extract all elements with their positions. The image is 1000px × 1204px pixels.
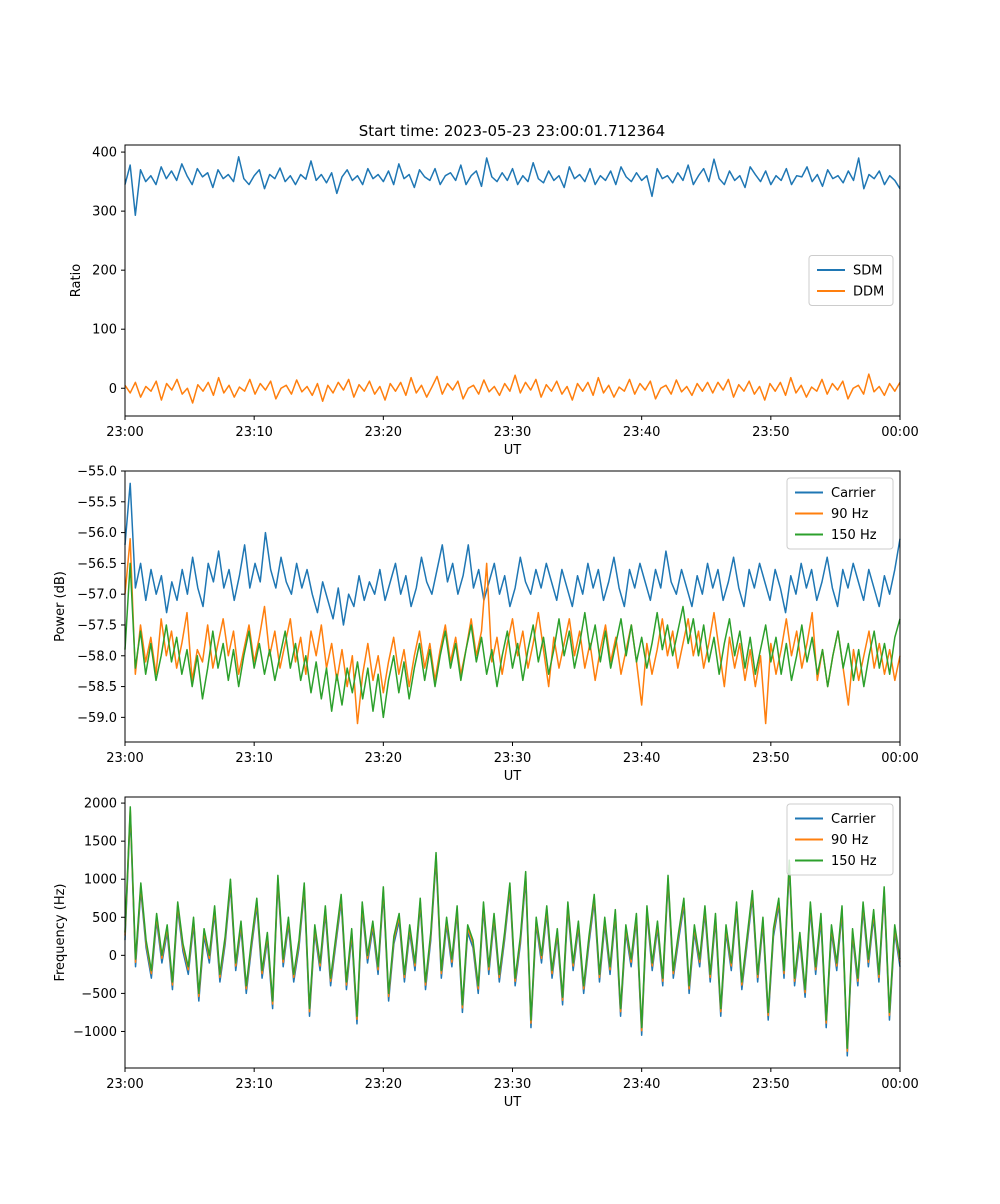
- x-tick-label: 23:00: [106, 425, 143, 440]
- y-tick-label: 2000: [84, 797, 117, 812]
- legend-box: [786, 803, 894, 876]
- series-line-ddm: [124, 373, 901, 404]
- y-tick-label: −59.0: [77, 711, 117, 726]
- series-line-150-hz: [124, 806, 901, 1049]
- legend-label: SDM: [853, 264, 882, 279]
- x-axis-label: UT: [504, 443, 522, 458]
- y-tick-label: −56.0: [77, 526, 117, 541]
- legend-label: 90 Hz: [831, 507, 868, 522]
- x-tick-label: 23:20: [365, 751, 402, 766]
- x-tick-label: 23:00: [106, 1077, 143, 1092]
- y-tick-label: −500: [81, 987, 117, 1002]
- x-tick-label: 23:40: [623, 425, 660, 440]
- legend-box: [786, 477, 894, 550]
- y-tick-label: 1000: [84, 873, 117, 888]
- x-tick-label: 23:10: [235, 751, 272, 766]
- y-tick-label: −1000: [73, 1025, 117, 1040]
- y-tick-label: −58.5: [77, 680, 117, 695]
- legend-label: 150 Hz: [831, 854, 877, 869]
- chart-panel-3: 23:00 23:10 23:20 23:30 23:40 23:50 00:00 −1000…: [53, 796, 919, 1110]
- y-tick-label: −58.0: [77, 649, 117, 664]
- y-tick-label: 0: [109, 382, 117, 397]
- legend-label: Carrier: [831, 486, 876, 501]
- y-axis-label: Ratio: [69, 264, 84, 297]
- y-axis-label: Frequency (Hz): [53, 883, 68, 981]
- x-tick-label: 23:40: [623, 751, 660, 766]
- legend-label: Carrier: [831, 812, 876, 827]
- x-tick-label: 23:30: [494, 425, 531, 440]
- legend-label: 90 Hz: [831, 833, 868, 848]
- x-tick-label: 00:00: [881, 1077, 918, 1092]
- y-tick-label: 300: [92, 205, 117, 220]
- x-tick-label: 23:10: [235, 1077, 272, 1092]
- series-line-150-hz: [124, 562, 901, 719]
- chart-panel-1: 23:00 23:10 23:20 23:30 23:40 23:50 00:00 0 100 2…: [69, 144, 919, 458]
- y-tick-label: −55.5: [77, 495, 117, 510]
- x-tick-label: 23:30: [494, 751, 531, 766]
- x-tick-label: 23:50: [752, 1077, 789, 1092]
- legend: Carrier 90 Hz 150 Hz: [786, 477, 894, 550]
- y-tick-label: −57.5: [77, 618, 117, 633]
- y-tick-label: −57.0: [77, 588, 117, 603]
- x-tick-label: 23:20: [365, 1077, 402, 1092]
- panels: 23:00 23:10 23:20 23:30 23:40 23:50 00:00 0 100 2…: [53, 144, 919, 1110]
- series-line-sdm: [124, 156, 901, 217]
- y-tick-label: −55.0: [77, 465, 117, 480]
- x-tick-label: 23:40: [623, 1077, 660, 1092]
- y-tick-label: 1500: [84, 835, 117, 850]
- chart-title: Start time: 2023-05-23 23:00:01.712364: [359, 122, 665, 140]
- y-tick-label: 100: [92, 323, 117, 338]
- x-tick-label: 00:00: [881, 425, 918, 440]
- y-tick-label: 0: [109, 949, 117, 964]
- legend: SDM DDM: [808, 255, 894, 306]
- x-axis-label: UT: [504, 769, 522, 784]
- x-tick-label: 23:20: [365, 425, 402, 440]
- x-axis-label: UT: [504, 1095, 522, 1110]
- x-tick-label: 00:00: [881, 751, 918, 766]
- series-line-90-hz: [124, 538, 901, 725]
- x-tick-label: 23:00: [106, 751, 143, 766]
- x-tick-label: 23:50: [752, 425, 789, 440]
- y-tick-label: 400: [92, 146, 117, 161]
- y-tick-label: 200: [92, 264, 117, 279]
- y-tick-label: −56.5: [77, 557, 117, 572]
- y-tick-label: 500: [92, 911, 117, 926]
- x-tick-label: 23:50: [752, 751, 789, 766]
- legend-label: 150 Hz: [831, 528, 877, 543]
- legend-label: DDM: [853, 285, 884, 300]
- legend-box: [808, 255, 894, 306]
- x-tick-label: 23:10: [235, 425, 272, 440]
- y-axis-label: Power (dB): [53, 571, 68, 642]
- legend: Carrier 90 Hz 150 Hz: [786, 803, 894, 876]
- chart-panel-2: 23:00 23:10 23:20 23:30 23:40 23:50 00:00 −59.0…: [53, 465, 919, 785]
- x-tick-label: 23:30: [494, 1077, 531, 1092]
- series-line-carrier: [124, 482, 901, 626]
